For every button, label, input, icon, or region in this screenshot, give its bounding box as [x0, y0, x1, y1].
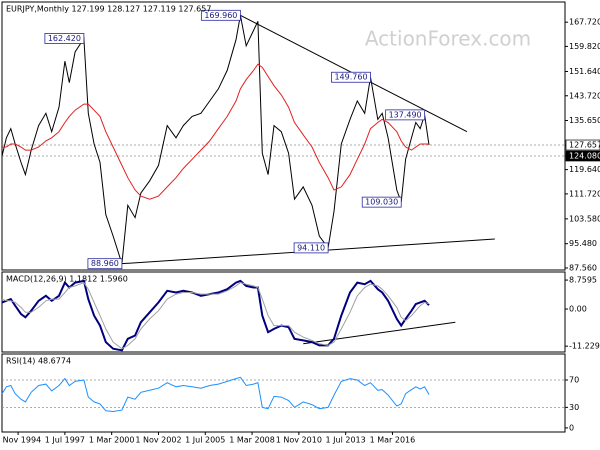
watermark: ActionForex.com	[365, 27, 531, 51]
panel-frame	[1, 1, 566, 271]
y-tick-label: 0	[569, 423, 574, 432]
x-tick-label: 1 Mar 2016	[370, 436, 416, 445]
y-tick-label: 111.720	[569, 189, 600, 198]
y-tick-label: -11.2299	[569, 342, 600, 351]
trendline	[303, 321, 456, 345]
y-tick-label: 159.820	[569, 42, 600, 51]
x-tick-label: 1 Nov 2002	[135, 436, 181, 445]
annotation-box	[293, 242, 329, 254]
series-line	[1, 279, 430, 352]
tick-box	[565, 150, 600, 162]
annotation-box	[44, 33, 85, 44]
x-tick-label: 1 Nov 2010	[276, 436, 322, 445]
y-tick-label: 143.720	[569, 91, 600, 100]
annotation-box	[331, 71, 371, 83]
annotation-label: 149.760	[334, 73, 367, 82]
y-tick-label: 119.640	[569, 165, 600, 174]
annotation-box	[200, 9, 241, 21]
annotation-box	[87, 258, 123, 270]
series-line	[1, 376, 430, 413]
annotation-label: 109.030	[365, 198, 398, 207]
y-tick-label: 135.650	[569, 116, 600, 125]
series-line	[1, 281, 430, 350]
series-line	[1, 15, 430, 264]
y-tick-label: 0.00	[569, 305, 587, 314]
y-tick-label: 87.560	[569, 263, 597, 272]
annotation-label: 162.420	[48, 34, 81, 43]
panel-title: EURJPY,Monthly 127.199 128.127 127.119 1…	[6, 5, 211, 14]
series-line	[2, 63, 429, 200]
annotation-box	[385, 109, 426, 121]
y-tick-label: 124.080	[569, 151, 600, 160]
x-tick-label: 1 Mar 2008	[229, 436, 275, 445]
y-tick-label: 8.7595	[569, 276, 597, 285]
panel-title: RSI(14) 48.6774	[6, 357, 71, 366]
annotation-label: 94.110	[297, 243, 325, 252]
panel-title: MACD(12,26,9) 1.1812 1.5960	[6, 275, 128, 284]
y-tick-label: 127.657	[569, 141, 600, 150]
annotation-label: 137.490	[389, 110, 422, 119]
y-tick-label: 30	[569, 403, 579, 412]
annotation-label: 169.960	[204, 11, 237, 20]
tick-box	[565, 139, 600, 151]
x-tick-label: 1 Mar 2000	[89, 436, 135, 445]
x-tick-label: 1 Nov 1994	[0, 436, 41, 445]
panel-frame	[1, 271, 566, 353]
annotation-box	[361, 196, 402, 208]
y-tick-label: 151.640	[569, 67, 600, 76]
x-tick-label: 1 Jul 1997	[45, 436, 85, 445]
y-tick-label: 95.480	[569, 239, 597, 248]
x-tick-label: 1 Jul 2013	[326, 436, 366, 445]
x-tick-label: 1 Jul 2005	[185, 436, 225, 445]
y-tick-label: 70	[569, 376, 579, 385]
y-tick-label: 103.580	[569, 214, 600, 223]
annotation-label: 88.960	[91, 259, 119, 268]
y-tick-label: 167.720	[569, 18, 600, 27]
